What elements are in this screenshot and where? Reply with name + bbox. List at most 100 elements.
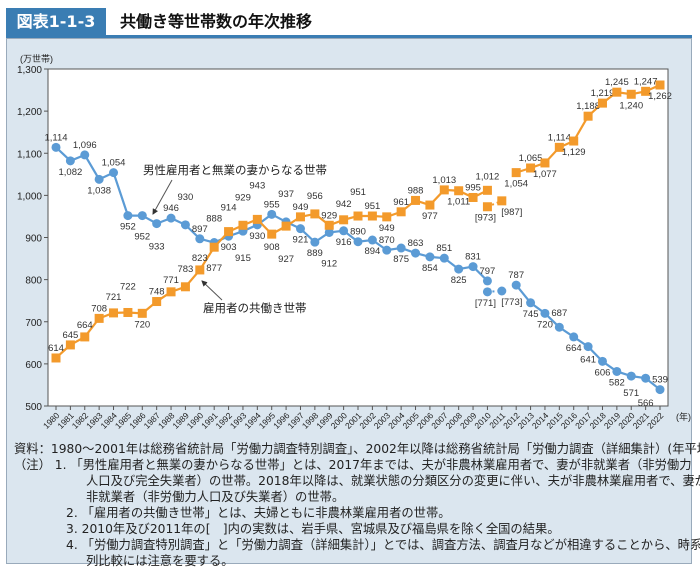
dual-income-series-data-label: 721 — [106, 292, 122, 303]
male-earner-series-data-label: 937 — [278, 189, 294, 200]
male-earner-series-data-label: 952 — [120, 222, 136, 233]
male-earner-series-data-label: 582 — [609, 377, 625, 388]
male-earner-series-data-label: 903 — [221, 242, 237, 253]
male-earner-series-data-label: 571 — [623, 388, 639, 399]
dual-income-series-point — [511, 168, 521, 178]
dual-income-series-point — [569, 136, 579, 146]
source-note: 資料：1980～2001年は総務省統計局「労働力調査特別調査」、2002年以降は… — [14, 442, 700, 456]
dual-income-series-data-label: 943 — [249, 180, 265, 191]
dual-income-series-point — [353, 211, 363, 221]
male-earner-series-data-label: 797 — [479, 266, 495, 277]
male-earner-series-point — [339, 226, 349, 236]
male-earner-series-data-label: 930 — [177, 192, 193, 203]
note-4-cont: 列比較には注意を要する。 — [86, 554, 234, 568]
male-earner-series-point — [51, 142, 61, 152]
male-earner-series-point — [439, 253, 449, 263]
male-earner-series-data-label: 1,096 — [73, 140, 97, 151]
dual-income-series-point — [310, 209, 320, 219]
male-earner-series-data-label: 912 — [321, 258, 337, 269]
dual-income-series-point — [51, 353, 61, 363]
figure-number: 図表1-1-3 — [6, 8, 106, 35]
dual-income-series-point — [540, 158, 550, 168]
male-earner-series-point — [454, 264, 464, 274]
y-tick-label: 1,000 — [17, 191, 42, 202]
dual-income-series-point — [526, 163, 536, 173]
dual-income-series-data-label: 720 — [134, 319, 150, 330]
dual-income-series-data-label: 1,114 — [548, 132, 571, 143]
dual-income-series-point — [152, 297, 162, 307]
male-earner-series-data-label: 930 — [249, 231, 265, 242]
y-axis-unit: (万世帯) — [20, 53, 53, 64]
male-earner-series-data-label: 851 — [436, 243, 452, 254]
male-earner-series-data-label: 955 — [264, 199, 280, 210]
dual-income-series-point — [109, 308, 119, 318]
male-earner-series-point — [137, 211, 147, 221]
dual-income-series-data-label: 942 — [336, 199, 352, 210]
series-annotation-male-earner: 男性雇用者と無業の妻からなる世帯 — [143, 163, 327, 177]
male-earner-series-data-label: 745 — [523, 309, 539, 320]
y-tick-label: 800 — [25, 276, 42, 287]
male-earner-series-bracketed-label: [771] — [475, 298, 496, 309]
y-tick-label: 1,300 — [17, 65, 42, 76]
male-earner-series-point — [152, 219, 162, 229]
male-earner-series-point — [324, 227, 334, 237]
note-3: 3. 2010年及び2011年の[ ]内の実数は、岩手県、宮城県及び福島県を除く… — [66, 522, 560, 536]
note-1: （注） 1. 「男性雇用者と無業の妻からなる世帯」とは、2017年までは、夫が非… — [14, 458, 692, 472]
male-earner-series-data-label: 933 — [149, 242, 165, 253]
dual-income-series-point — [425, 200, 435, 210]
male-earner-series-point — [123, 211, 133, 221]
male-earner-series-point — [267, 209, 277, 219]
male-earner-series-point — [597, 356, 607, 366]
male-earner-series-data-label: 539 — [652, 375, 668, 386]
male-earner-series-data-label: 897 — [192, 224, 208, 235]
dual-income-series-data-label: 1,054 — [504, 179, 528, 190]
male-earner-series-point — [526, 298, 536, 308]
male-earner-series-point — [468, 262, 478, 272]
male-earner-series-point — [569, 332, 579, 342]
male-earner-series-point — [310, 237, 320, 247]
dual-income-series-data-label: 977 — [422, 211, 438, 222]
dual-income-series-point — [281, 221, 291, 231]
dual-income-series-point — [597, 98, 607, 108]
male-earner-series-point — [396, 243, 406, 253]
male-earner-series-point — [583, 342, 593, 352]
male-earner-series-data-label: 854 — [422, 263, 438, 274]
male-earner-series-data-label: 1,038 — [87, 185, 111, 196]
male-earner-series-data-label: 888 — [206, 214, 222, 225]
dual-income-series-bracketed-point — [497, 196, 507, 206]
note-1-cont: 非就業者（非労働力人口及び失業者）の世帯。 — [86, 490, 345, 504]
male-earner-series-point — [80, 150, 90, 160]
dual-income-series-data-label: 1,013 — [432, 175, 456, 186]
annotation-arrow — [201, 280, 223, 301]
dual-income-series-data-label: 783 — [177, 264, 193, 275]
male-earner-series-data-label: 664 — [566, 343, 582, 354]
dual-income-series-point — [367, 211, 377, 221]
dual-income-series-bracketed-label: [987] — [501, 207, 522, 218]
male-earner-series-point — [554, 322, 564, 332]
male-earner-series-point — [411, 248, 421, 258]
male-earner-series-point — [655, 385, 665, 395]
male-earner-series-data-label: 921 — [293, 235, 309, 246]
dual-income-series-point — [454, 186, 464, 196]
dual-income-series-data-label: 1,065 — [519, 153, 543, 164]
dual-income-series-data-label: 1,245 — [605, 77, 629, 88]
y-tick-label: 1,100 — [17, 149, 42, 160]
notes: 資料：1980～2001年は総務省統計局「労働力調査特別調査」、2002年以降は… — [14, 441, 700, 569]
dual-income-series-point — [482, 185, 492, 195]
dual-income-series-data-label: 951 — [350, 187, 366, 198]
dual-income-series-bracketed-point — [482, 202, 492, 212]
dual-income-series-data-label: 1,077 — [533, 169, 557, 180]
dual-income-series-data-label: 949 — [379, 223, 395, 234]
male-earner-series-point — [65, 156, 75, 166]
dual-income-series-data-label: 823 — [192, 253, 208, 264]
dual-income-series-point — [65, 340, 75, 350]
y-tick-label: 500 — [25, 402, 42, 413]
male-earner-series-data-label: 915 — [235, 253, 251, 264]
dual-income-series-data-label: 929 — [235, 192, 251, 203]
dual-income-series-data-label: 614 — [48, 343, 64, 354]
dual-income-series-data-label: 1,262 — [648, 91, 672, 102]
male-earner-series-data-label: 870 — [379, 235, 395, 246]
male-earner-series-point — [382, 245, 392, 255]
male-earner-series-data-label: 687 — [551, 308, 567, 319]
dual-income-series-point — [382, 212, 392, 222]
